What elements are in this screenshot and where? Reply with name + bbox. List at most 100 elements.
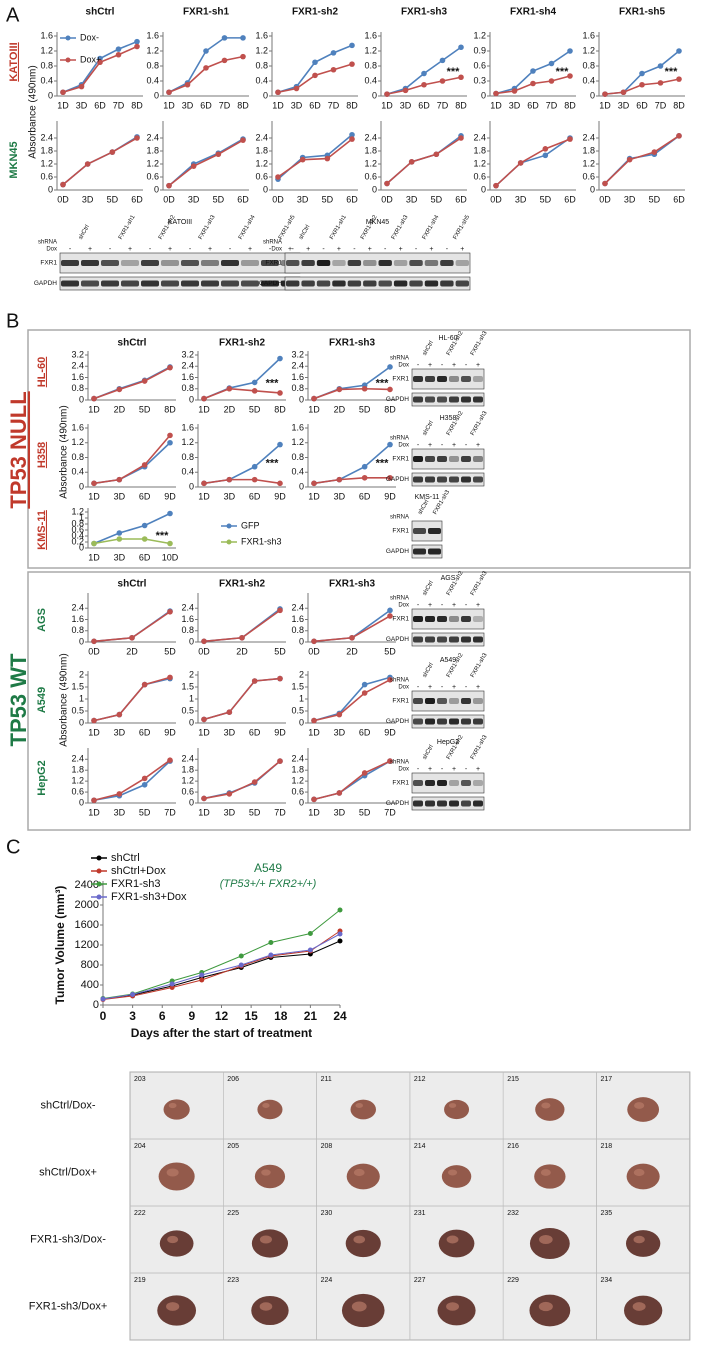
lane-label: FXR1-sh3: [391, 214, 410, 241]
y-tick-label: 2: [299, 669, 304, 679]
y-tick-label: 1.8: [146, 145, 159, 155]
blot-band: [413, 376, 423, 382]
dox-sign: +: [208, 246, 212, 253]
y-tick-label: 1.6: [146, 30, 159, 40]
dox-sign: +: [452, 362, 456, 369]
x-tick-label: 7D: [164, 807, 176, 817]
data-point: [602, 180, 608, 187]
y-tick-label: 1.2: [364, 158, 377, 168]
x-tick-label: 3D: [188, 194, 200, 204]
x-tick-label: 3D: [114, 552, 126, 562]
tumor-highlight: [166, 1302, 180, 1311]
data-point: [115, 46, 122, 52]
y-tick-label: 0.8: [582, 60, 595, 70]
y-tick-label: 0: [79, 797, 84, 807]
data-point: [651, 149, 658, 155]
x-tick-label: 5D: [384, 646, 396, 656]
y-tick-label: 2.4: [364, 132, 377, 142]
blot-band: [347, 280, 362, 287]
blot-row: [411, 520, 443, 542]
dox-sign: +: [168, 246, 172, 253]
x-tick-label: 6D: [359, 727, 371, 737]
blot-band: [449, 376, 459, 382]
y-tick-label: 0: [189, 636, 194, 646]
y-tick-label: 0: [48, 90, 53, 100]
data-point: [116, 536, 123, 542]
dox-sign: +: [306, 246, 310, 253]
blot-band: [461, 800, 471, 807]
x-tick-label: 5D: [213, 194, 225, 204]
dox-sign: +: [452, 684, 456, 691]
lane-label: FXR1-sh3: [470, 330, 489, 357]
y-tick-label: 1.2: [71, 506, 84, 516]
data-point: [201, 480, 207, 487]
x-tick-label: 24: [333, 1009, 347, 1023]
blot-band: [221, 260, 239, 266]
series-line: [277, 134, 353, 180]
y-tick-label: 0: [154, 184, 159, 194]
y-tick-label: 800: [81, 959, 99, 971]
panel-label: C: [6, 836, 20, 858]
series-line: [203, 760, 281, 800]
data-point: [166, 89, 172, 96]
x-tick-label: 3D: [618, 100, 630, 110]
blot-band: [449, 616, 459, 622]
data-point: [311, 717, 317, 724]
legend-marker: [65, 57, 71, 63]
y-tick-label: 1.8: [582, 145, 595, 155]
series-line: [604, 135, 680, 185]
tumor-highlight: [167, 1235, 179, 1244]
tumor: [159, 1230, 194, 1257]
y-tick-label: 1.2: [255, 158, 268, 168]
protein-label: GAPDH: [386, 396, 409, 403]
dox-sign: +: [399, 246, 403, 253]
cell-line-label: HepG2: [36, 760, 48, 795]
data-point: [141, 781, 148, 788]
data-point: [141, 775, 148, 782]
x-tick-label: 1D: [198, 491, 210, 501]
data-point: [336, 386, 343, 393]
y-tick-label: 0.8: [291, 452, 304, 462]
dox-sign: +: [368, 246, 372, 253]
data-point: [167, 364, 173, 371]
y-tick-label: 0: [79, 542, 84, 552]
x-tick-label: 0D: [272, 194, 284, 204]
blot-band: [413, 616, 423, 622]
y-tick-label: 1.2: [181, 437, 194, 447]
sample-id: 204: [134, 1143, 146, 1150]
dox-sign: -: [417, 442, 420, 449]
blot-row: [411, 632, 485, 647]
x-tick-label: 3D: [406, 194, 418, 204]
x-tick-label: 9D: [164, 491, 176, 501]
blot-band: [473, 376, 483, 382]
photo-row-label: FXR1-sh3/Dox-: [30, 1233, 106, 1245]
blot-band: [161, 260, 179, 266]
y-tick-label: 0.8: [40, 60, 53, 70]
cell-line-label: AGS: [36, 608, 48, 632]
blot-band: [301, 280, 315, 287]
blot-band: [81, 280, 99, 287]
y-tick-label: 1.6: [582, 30, 595, 40]
y-tick-label: 2.4: [146, 132, 159, 142]
y-tick-label: 1.5: [71, 681, 84, 691]
tumor: [625, 1230, 661, 1257]
x-tick-label: 9D: [384, 491, 396, 501]
chart-title: FXR1-sh2: [292, 7, 339, 18]
x-tick-label: 1D: [308, 807, 320, 817]
lane-label: FXR1-sh3: [198, 214, 217, 241]
blot-band: [425, 456, 435, 462]
tumor: [437, 1295, 476, 1326]
x-tick-label: 8D: [346, 100, 358, 110]
sample-id: 212: [414, 1076, 426, 1083]
series-line: [102, 909, 341, 999]
sample-id: 217: [601, 1076, 613, 1083]
x-tick-label: 3D: [224, 727, 236, 737]
data-point: [167, 510, 173, 517]
data-point: [657, 80, 664, 86]
data-point: [91, 540, 97, 547]
x-tick-label: 15: [244, 1009, 258, 1023]
x-tick-label: 3: [129, 1009, 136, 1023]
y-tick-label: 2.4: [40, 132, 53, 142]
legend-marker: [96, 894, 102, 900]
data-point: [141, 681, 148, 688]
